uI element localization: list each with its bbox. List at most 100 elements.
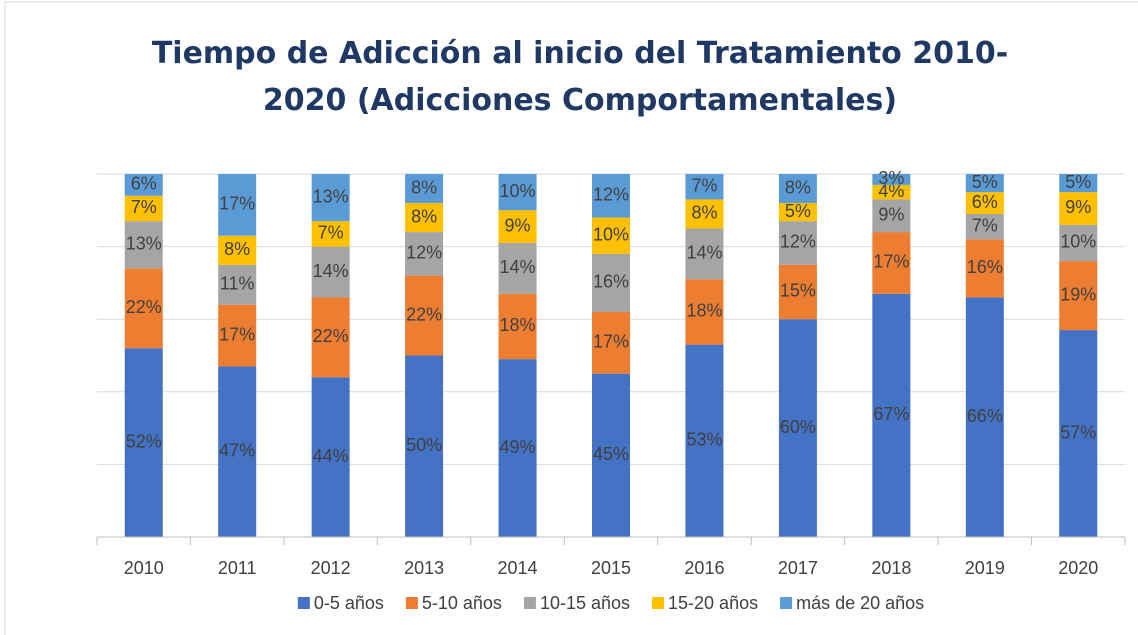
bar-segment [592, 253, 630, 312]
bar-segment [311, 377, 350, 537]
data-label: 8% [224, 239, 250, 259]
bar-segment [965, 213, 1004, 240]
data-label: 15% [780, 281, 816, 301]
data-label: 57% [1060, 422, 1096, 442]
bar-segment [778, 319, 817, 537]
bar-segment [1059, 261, 1098, 331]
data-label: 52% [126, 431, 162, 451]
x-tick-label: 2012 [311, 558, 351, 578]
bar-segment [498, 174, 537, 211]
x-tick-label: 2011 [218, 558, 257, 578]
data-label: 14% [500, 257, 536, 277]
bar-segment [685, 174, 724, 200]
data-label: 12% [406, 243, 442, 263]
bar-segment [405, 203, 444, 233]
legend-swatch [405, 597, 418, 609]
bar-segment [124, 221, 163, 269]
data-label: 17% [219, 194, 255, 214]
bar-segment [311, 174, 350, 222]
data-label: 13% [126, 234, 162, 254]
bar-segment [592, 311, 630, 374]
bar-segment [872, 293, 911, 537]
data-label: 53% [686, 430, 722, 450]
data-label: 44% [313, 446, 349, 466]
bar-segment [778, 264, 817, 320]
legend-swatch [523, 597, 536, 609]
data-label: 8% [411, 206, 437, 226]
bar-segment [1059, 224, 1098, 262]
bar-segment [778, 221, 817, 265]
legend-swatch [780, 597, 793, 609]
data-label: 60% [780, 417, 816, 437]
bar-segment [965, 297, 1004, 537]
chart-title: Tiempo de Adicción al inicio del Tratami… [151, 36, 1009, 118]
bar-segment [1059, 192, 1098, 225]
bar-segment [311, 297, 350, 378]
data-label: 22% [126, 297, 162, 317]
data-label: 5% [785, 201, 811, 221]
data-label: 5% [1065, 172, 1091, 192]
data-label: 16% [593, 272, 629, 292]
legend-label: 15-20 años [668, 593, 758, 613]
bar-segment [872, 232, 911, 294]
bar-segment [872, 174, 911, 185]
bar-segment [592, 217, 630, 254]
bar-segment [685, 344, 724, 537]
data-label: 10% [593, 224, 629, 244]
data-label: 22% [406, 304, 442, 324]
data-label: 18% [686, 301, 722, 321]
data-label: 45% [593, 444, 629, 464]
chart-border [4, 1, 1138, 635]
x-tick-label: 2015 [591, 558, 631, 578]
data-label: 7% [318, 223, 344, 243]
x-tick-label: 2020 [1058, 558, 1098, 578]
bar-segment [124, 348, 163, 537]
bar-segment [498, 359, 537, 537]
data-label: 7% [691, 175, 717, 195]
data-label: 14% [313, 261, 349, 281]
data-label: 7% [972, 215, 998, 235]
x-tick-label: 2017 [778, 558, 818, 578]
bar-segment [124, 195, 163, 222]
data-label: 12% [780, 232, 816, 252]
data-label: 4% [878, 181, 904, 201]
data-label: 50% [406, 435, 442, 455]
bar-segment [872, 184, 911, 200]
data-label: 13% [313, 186, 349, 206]
data-label: 67% [873, 404, 909, 424]
data-label: 18% [500, 315, 536, 335]
bar-segment [124, 174, 163, 196]
legend-label: más de 20 años [796, 593, 924, 613]
bar-segment [778, 174, 817, 204]
x-tick-label: 2019 [965, 558, 1005, 578]
data-label: 12% [593, 185, 629, 205]
bar-segment [965, 174, 1004, 193]
data-label: 9% [1065, 197, 1091, 217]
data-label: 8% [785, 177, 811, 197]
bar-segment [311, 221, 350, 247]
bar-segment [405, 275, 444, 356]
data-label: 66% [967, 406, 1003, 426]
bar-segment [872, 199, 911, 233]
data-label: 8% [691, 203, 717, 223]
data-label: 16% [967, 257, 1003, 277]
data-label: 14% [686, 243, 722, 263]
bar-segment [685, 228, 724, 280]
data-label: 11% [220, 273, 255, 293]
data-label: 17% [593, 332, 629, 352]
bar-segment [405, 355, 444, 537]
bar-segment [124, 268, 163, 349]
bar-segment [218, 366, 257, 537]
bar-segment [498, 293, 537, 360]
bar-segment [685, 199, 724, 229]
legend-label: 0-5 años [314, 593, 384, 613]
bar-segment [218, 264, 257, 305]
x-tick-label: 2014 [498, 558, 538, 578]
legend-swatch [652, 597, 665, 609]
bar-segment [965, 239, 1004, 298]
bar-segment [498, 210, 537, 243]
data-label: 7% [131, 197, 157, 217]
bar-segment [592, 174, 630, 218]
